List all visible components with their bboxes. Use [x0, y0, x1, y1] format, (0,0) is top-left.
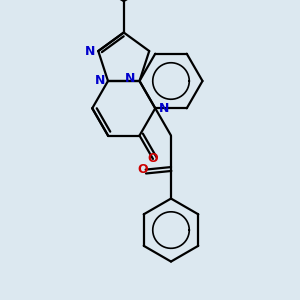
Text: O: O: [137, 163, 148, 176]
Text: N: N: [94, 74, 105, 88]
Text: O: O: [148, 152, 158, 165]
Text: N: N: [85, 44, 95, 58]
Text: N: N: [159, 102, 169, 115]
Text: N: N: [124, 71, 135, 85]
